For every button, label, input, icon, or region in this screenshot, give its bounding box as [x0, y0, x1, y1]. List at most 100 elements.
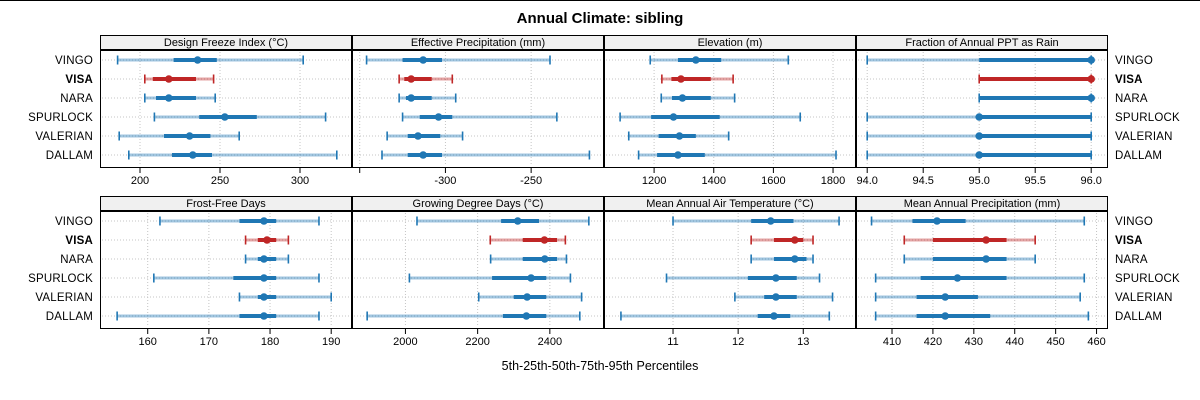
tick-label: 300	[290, 175, 310, 187]
series-nara	[660, 93, 736, 103]
site-label-spurlock: SPURLOCK	[1115, 273, 1180, 285]
median-dot	[770, 312, 778, 320]
site-label-nara: NARA	[1115, 254, 1148, 266]
median-dot	[419, 151, 427, 159]
series-vingo	[649, 55, 790, 65]
series-nara	[398, 93, 457, 103]
chart-title: Annual Climate: sibling	[516, 10, 684, 27]
series-spurlock	[408, 273, 572, 283]
site-label-dallam: DALLAM	[1115, 150, 1163, 162]
site-label-spurlock: SPURLOCK	[28, 112, 93, 124]
panels-row-1: Design Freeze Index (°C) 200 250 300 Effecti…	[100, 35, 1108, 193]
series-valerian	[386, 131, 464, 141]
series-visa	[903, 235, 1036, 245]
series-nara	[750, 254, 814, 264]
median-dot	[221, 113, 229, 121]
series-spurlock	[874, 273, 1086, 283]
series-vingo	[416, 216, 590, 226]
x-axis-labels: 1200 1400 1600 1800	[604, 174, 856, 193]
median-dot	[975, 132, 983, 140]
median-dot	[1087, 56, 1095, 64]
median-dot	[260, 274, 268, 282]
series-valerian	[734, 292, 834, 302]
tick-label: 170	[199, 336, 219, 348]
site-label-dallam: DALLAM	[45, 150, 93, 162]
panel-growing-degree-days-c: Growing Degree Days (°C) 2000 2200 2400	[352, 196, 604, 354]
median-dot	[260, 293, 268, 301]
median-dot	[941, 312, 949, 320]
series-nara	[903, 254, 1036, 264]
median-dot	[933, 217, 941, 225]
panel-title: Mean Annual Precipitation (mm)	[856, 196, 1108, 211]
panel-mean-annual-air-temperature-c: Mean Annual Air Temperature (°C) 11 12 13	[604, 196, 856, 354]
median-dot	[678, 94, 687, 102]
site-label-valerian: VALERIAN	[1115, 292, 1173, 304]
site-label-spurlock: SPURLOCK	[1115, 112, 1180, 124]
median-dot	[260, 312, 268, 320]
series-valerian	[866, 131, 1092, 141]
median-dot	[407, 94, 415, 102]
series-visa	[489, 235, 567, 245]
site-label-valerian: VALERIAN	[35, 131, 93, 143]
site-label-nara: NARA	[60, 93, 93, 105]
panel-plot	[352, 50, 604, 173]
median-dot	[772, 274, 780, 282]
site-labels-right-row-2: VINGO VISA NARA SPURLOCK VALERIAN DALLAM	[1108, 196, 1200, 355]
series-dallam	[620, 311, 831, 321]
tick-label: 1200	[641, 175, 667, 187]
series-visa	[244, 235, 290, 245]
panel-plot	[856, 211, 1108, 334]
median-dot	[185, 132, 194, 140]
chart-row-1: VINGO VISA NARA SPURLOCK VALERIAN DALLAM Desi…	[0, 35, 1200, 194]
median-dot	[523, 293, 531, 301]
tick-label: 430	[964, 336, 983, 348]
tick-label: 1800	[820, 175, 846, 187]
panel-title: Growing Degree Days (°C)	[352, 196, 604, 211]
median-dot	[669, 113, 678, 121]
x-axis-labels: 94.0 94.5 95.0 95.5 96.0	[856, 174, 1108, 193]
panel-border	[604, 211, 856, 329]
median-dot	[414, 132, 422, 140]
panel-plot	[604, 211, 856, 334]
tick-label: 95.0	[968, 175, 990, 187]
panel-plot	[352, 211, 604, 334]
series-visa	[978, 74, 1095, 84]
median-dot	[953, 274, 962, 282]
tick-label: 94.0	[856, 175, 878, 187]
site-label-dallam: DALLAM	[45, 311, 93, 323]
tick-label: 450	[1046, 336, 1065, 348]
site-label-nara: NARA	[1115, 93, 1148, 105]
median-dot	[193, 56, 202, 64]
series-dallam	[116, 311, 320, 321]
series-vingo	[116, 55, 304, 65]
series-vingo	[159, 216, 320, 226]
panel-fraction-of-annual-ppt-as-rain: Fraction of Annual PPT as Rain 94.0 94.5 95…	[856, 35, 1108, 193]
panel-title: Design Freeze Index (°C)	[100, 35, 352, 50]
chart-row-2: VINGO VISA NARA SPURLOCK VALERIAN DALLAM Fros…	[0, 196, 1200, 355]
panel-plot	[856, 50, 1108, 173]
series-valerian	[238, 292, 333, 302]
median-dot	[263, 236, 271, 244]
median-dot	[260, 255, 268, 263]
site-label-visa: VISA	[65, 235, 93, 247]
site-label-vingo: VINGO	[54, 55, 93, 67]
median-dot	[766, 217, 775, 225]
site-label-vingo: VINGO	[1115, 55, 1154, 67]
median-dot	[540, 236, 549, 244]
panels-row-2: Frost-Free Days 160 170 180 190 Growing Degre…	[100, 196, 1108, 354]
panel-design-freeze-index-c: Design Freeze Index (°C) 200 250 300	[100, 35, 352, 193]
tick-label: 460	[1087, 336, 1106, 348]
site-label-spurlock: SPURLOCK	[28, 273, 93, 285]
series-nara	[244, 254, 290, 264]
tick-label: 250	[210, 175, 230, 187]
tick-label: 2400	[537, 336, 563, 348]
tick-label: 12	[732, 336, 745, 348]
panel-title: Fraction of Annual PPT as Rain	[856, 35, 1108, 50]
median-dot	[407, 75, 415, 83]
median-dot	[1087, 75, 1095, 83]
median-dot	[975, 151, 983, 159]
tick-label: -250	[520, 175, 543, 187]
median-dot	[982, 255, 990, 263]
series-valerian	[627, 131, 730, 141]
tick-label: 410	[882, 336, 902, 348]
